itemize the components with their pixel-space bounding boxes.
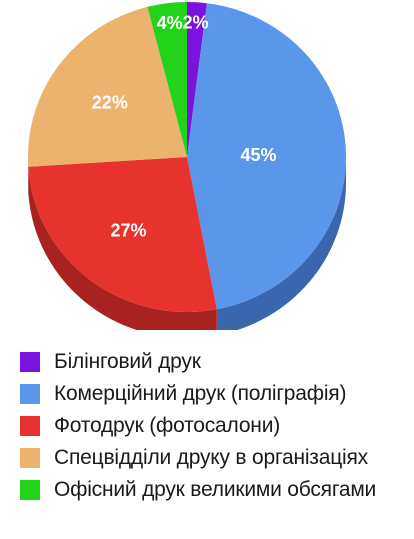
legend-item-commercial: Комерційний друк (поліграфія): [20, 378, 414, 410]
legend-label-billing: Білінговий друк: [54, 350, 201, 373]
pie-3d-sides: [28, 157, 346, 330]
pie-slice-office: [147, 1, 187, 157]
data-label-billing: 2%: [183, 12, 209, 32]
pie-side-commercial: [216, 157, 346, 330]
legend-item-office: Офісний друк великими обсягами: [20, 474, 414, 506]
pie-side-photo: [28, 166, 217, 330]
legend-label-commercial: Комерційний друк (поліграфія): [54, 382, 347, 405]
legend-label-inhouse: Спецвідділи друку в організаціях: [54, 446, 368, 469]
data-label-photo: 27%: [111, 220, 147, 240]
pie-slice-inhouse: [27, 6, 187, 167]
pie-chart: 2% 45% 27% 22% 4%: [27, 1, 346, 330]
legend-swatch-photo: [20, 416, 40, 436]
legend-swatch-office: [20, 480, 40, 500]
legend-item-billing: Білінговий друк: [20, 346, 414, 378]
legend-swatch-billing: [20, 352, 40, 372]
pie-data-labels: 2% 45% 27% 22% 4%: [92, 12, 277, 240]
data-label-office: 4%: [157, 13, 183, 33]
legend-swatch-commercial: [20, 384, 40, 404]
pie-slice-billing: [187, 2, 207, 157]
pie-slices: [27, 1, 346, 312]
legend-item-photo: Фотодрук (фотосалони): [20, 410, 414, 442]
pie-slice-photo: [28, 157, 217, 312]
data-label-commercial: 45%: [240, 145, 276, 165]
legend-label-photo: Фотодрук (фотосалони): [54, 414, 281, 437]
pie-slice-commercial: [187, 3, 346, 310]
legend-swatch-inhouse: [20, 448, 40, 468]
legend-label-office: Офісний друк великими обсягами: [54, 478, 377, 501]
legend-item-inhouse: Спецвідділи друку в організаціях: [20, 442, 414, 474]
legend: Білінговий друк Комерційний друк (полігр…: [20, 346, 414, 506]
data-label-inhouse: 22%: [92, 92, 128, 112]
